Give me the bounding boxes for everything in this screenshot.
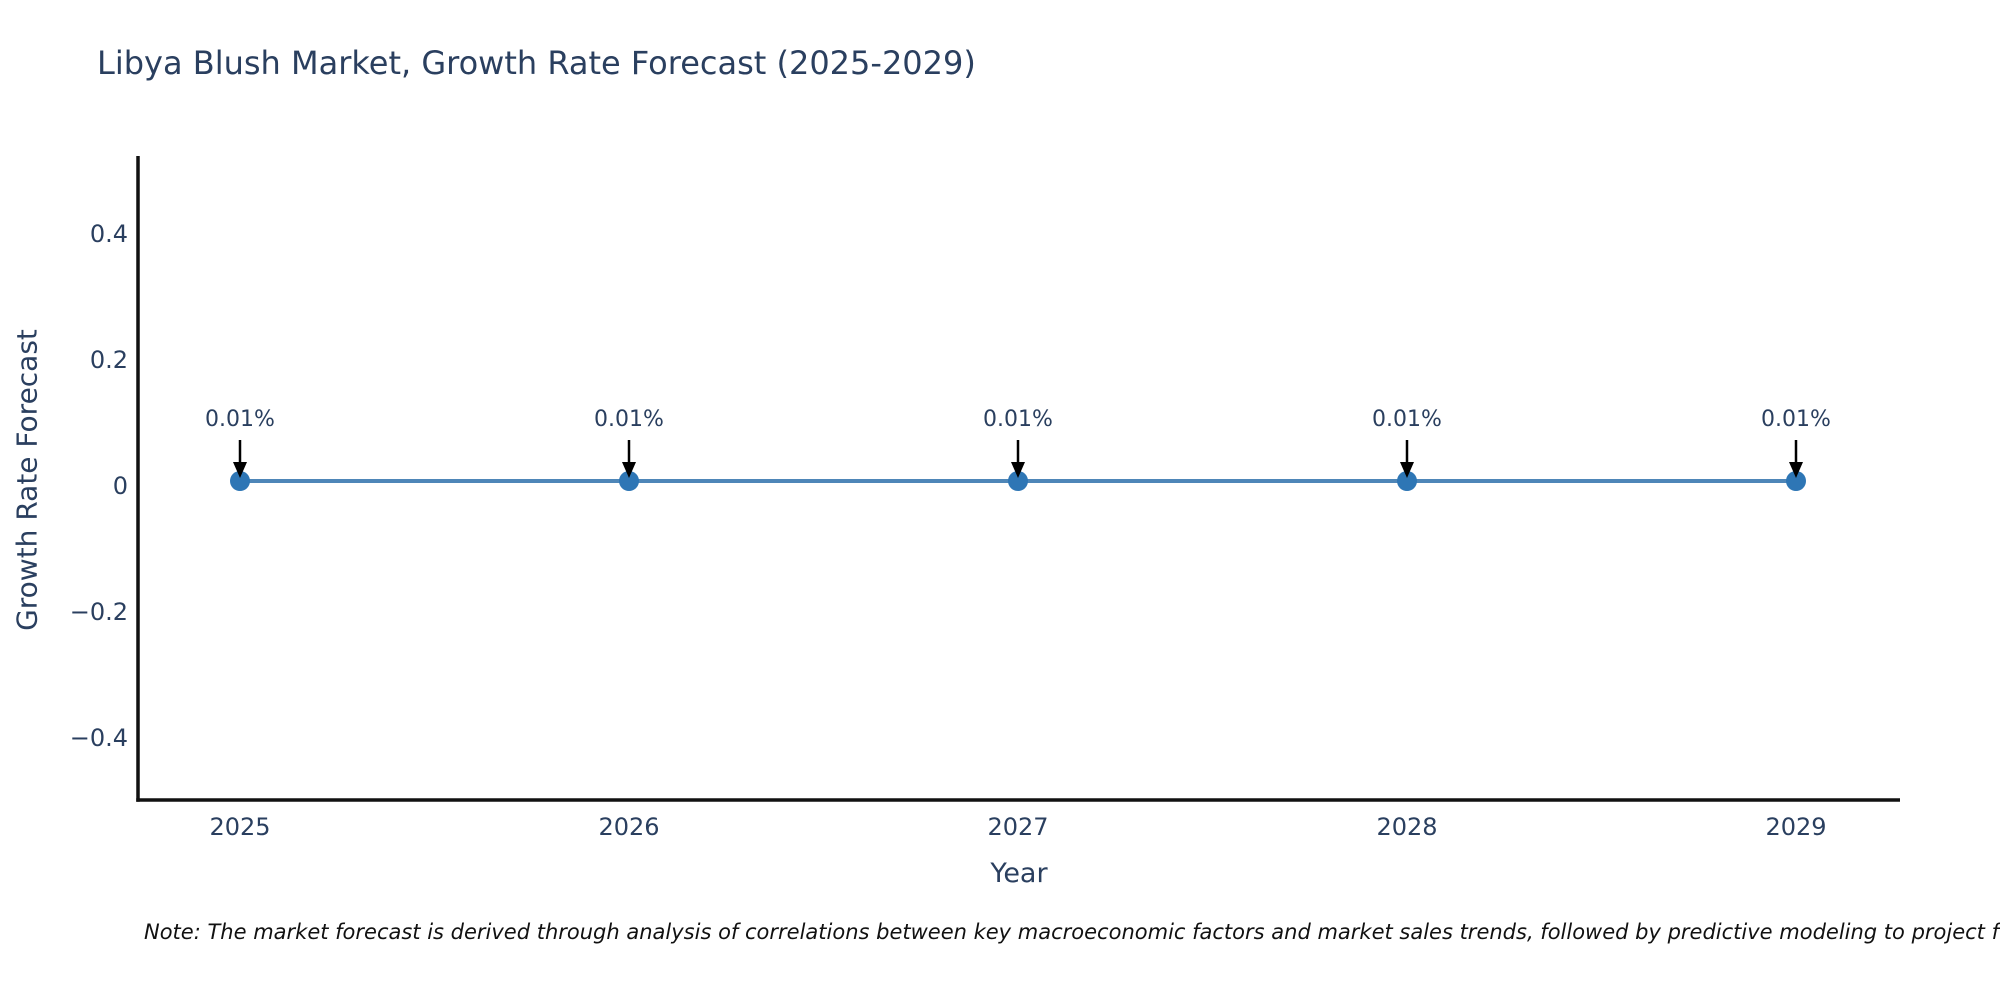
x-tick-label: 2027 [987,813,1049,841]
chart-title: Libya Blush Market, Growth Rate Forecast… [97,44,976,82]
y-tick-label: −0.4 [69,724,128,752]
x-axis-title: Year [990,858,1048,889]
y-tick-label: 0.4 [89,220,128,248]
x-tick-label: 2026 [598,813,660,841]
annotation-arrow [1789,440,1803,478]
point-label-2025: 0.01% [205,407,275,432]
x-tick-label: 2025 [209,813,271,841]
annotation-arrow [1400,440,1414,478]
data-point-2029[interactable] [1786,471,1806,491]
data-point-2027[interactable] [1008,471,1028,491]
point-label-2026: 0.01% [594,407,664,432]
x-tick-label: 2028 [1376,813,1438,841]
footnote: Note: The market forecast is derived thr… [144,920,2000,944]
annotation-arrow [1011,440,1025,478]
x-tick-label: 2029 [1765,813,1827,841]
y-tick-label: −0.2 [69,598,128,626]
y-tick-label: 0.2 [89,346,128,374]
data-point-2026[interactable] [619,471,639,491]
annotation-arrow [622,440,636,478]
y-tick-label: 0 [112,472,128,500]
point-label-2028: 0.01% [1372,407,1442,432]
point-label-2027: 0.01% [983,407,1053,432]
data-point-2025[interactable] [230,471,250,491]
data-point-2028[interactable] [1397,471,1417,491]
annotation-arrow [233,440,247,478]
point-label-2029: 0.01% [1761,407,1831,432]
